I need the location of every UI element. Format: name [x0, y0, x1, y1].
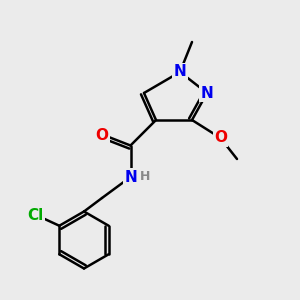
Text: N: N: [124, 169, 137, 184]
Text: O: O: [95, 128, 109, 142]
Text: H: H: [140, 170, 151, 184]
Text: N: N: [201, 85, 213, 100]
Text: Cl: Cl: [27, 208, 44, 223]
Text: N: N: [174, 64, 186, 80]
Text: O: O: [214, 130, 227, 146]
